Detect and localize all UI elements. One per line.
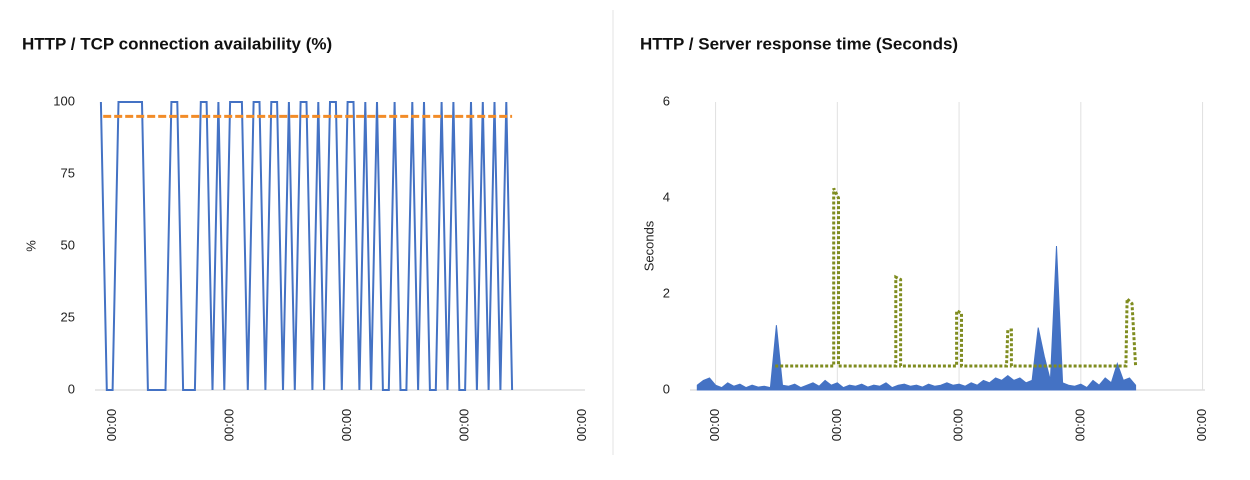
- x-tick-label: 00:00: [829, 409, 844, 442]
- y-tick-label: 100: [53, 93, 75, 108]
- series-area: [696, 245, 1137, 391]
- x-tick-label: 00:00: [707, 409, 722, 442]
- y-tick-label: 50: [61, 237, 75, 252]
- series-line: [99, 101, 514, 391]
- y-tick-label: 0: [68, 381, 75, 396]
- chart-title: HTTP / Server response time (Seconds): [640, 34, 958, 53]
- x-tick-label: 00:00: [104, 409, 119, 442]
- series-line: [775, 187, 1138, 368]
- chart-title: HTTP / TCP connection availability (%): [22, 34, 332, 53]
- y-tick-label: 25: [61, 309, 75, 324]
- x-tick-label: 00:00: [951, 409, 966, 442]
- x-tick-label: 00:00: [1072, 409, 1087, 442]
- y-tick-label: 4: [663, 189, 670, 204]
- x-tick-label: 00:00: [222, 409, 237, 442]
- y-axis-label: Seconds: [641, 220, 656, 271]
- x-tick-label: 00:00: [1194, 409, 1209, 442]
- y-tick-label: 2: [663, 285, 670, 300]
- y-axis-label: %: [23, 240, 38, 252]
- x-tick-label: 00:00: [457, 409, 472, 442]
- x-tick-label: 00:00: [339, 409, 354, 442]
- y-tick-label: 0: [663, 381, 670, 396]
- y-tick-label: 75: [61, 165, 75, 180]
- y-tick-label: 6: [663, 93, 670, 108]
- x-tick-label: 00:00: [574, 409, 589, 442]
